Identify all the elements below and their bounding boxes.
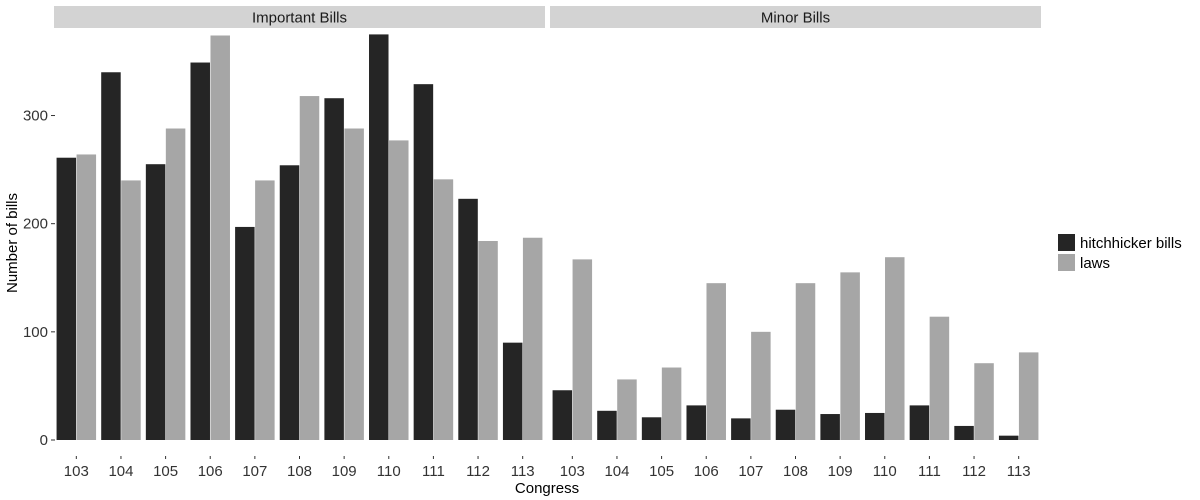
y-tick-label: 200 (23, 216, 48, 233)
x-tick-label: 111 (422, 463, 445, 480)
bar-laws-110 (389, 140, 409, 440)
bar-laws-108 (299, 96, 320, 440)
bar-hitchhicker-bills-105 (145, 164, 166, 440)
x-tick-label: 113 (511, 463, 535, 480)
bar-laws-109 (344, 128, 364, 440)
bar-laws-107 (751, 331, 771, 440)
bar-hitchhicker-bills-107 (235, 226, 255, 440)
bar-hitchhicker-bills-108 (775, 409, 796, 440)
bar-laws-113 (522, 237, 543, 440)
x-tick-label: 112 (466, 463, 490, 480)
legend: hitchhicker bills laws (1058, 234, 1182, 272)
bar-laws-113 (1018, 352, 1039, 440)
panel-0: Important Bills 103 104 105 106 107 108 109 110 1… (54, 6, 545, 480)
x-tick-label: 109 (332, 463, 357, 480)
bar-laws-103 (76, 154, 97, 440)
y-tick-label: 100 (23, 324, 48, 341)
bar-laws-105 (661, 367, 682, 440)
x-tick-label: 105 (153, 463, 178, 480)
x-tick-label: 110 (873, 463, 897, 480)
bar-hitchhicker-bills-112 (458, 198, 478, 440)
x-tick-label: 103 (560, 463, 585, 480)
bar-hitchhicker-bills-103 (552, 390, 573, 440)
bar-hitchhicker-bills-108 (279, 165, 300, 440)
bar-hitchhicker-bills-109 (820, 414, 840, 440)
x-tick-label: 110 (377, 463, 401, 480)
bar-hitchhicker-bills-110 (865, 412, 885, 440)
x-tick-label: 103 (64, 463, 89, 480)
bar-hitchhicker-bills-109 (324, 98, 344, 440)
bar-laws-110 (885, 257, 905, 440)
facet-strip (54, 6, 545, 28)
bar-laws-109 (840, 272, 860, 440)
legend-label: laws (1080, 255, 1110, 272)
y-axis: 0 100 200 300 (23, 108, 55, 449)
bar-laws-111 (433, 179, 454, 440)
x-tick-label: 112 (962, 463, 986, 480)
bar-laws-104 (121, 180, 141, 441)
bar-hitchhicker-bills-104 (597, 410, 617, 440)
x-tick-label: 105 (649, 463, 674, 480)
bar-hitchhicker-bills-113 (998, 435, 1019, 440)
bar-laws-105 (165, 128, 186, 440)
x-tick-label: 107 (242, 463, 267, 480)
legend-key-laws (1058, 254, 1075, 271)
x-tick-label: 108 (783, 463, 808, 480)
x-tick-label: 111 (918, 463, 941, 480)
panels: Important Bills 103 104 105 106 107 108 109 110 1… (54, 6, 1041, 480)
x-tick-label: 107 (738, 463, 763, 480)
y-tick-label: 0 (40, 432, 48, 449)
x-tick-label: 108 (287, 463, 312, 480)
bar-laws-103 (572, 259, 593, 440)
bar-laws-107 (255, 180, 275, 441)
bar-hitchhicker-bills-107 (731, 418, 751, 440)
facet-strip (550, 6, 1041, 28)
bar-hitchhicker-bills-106 (190, 62, 210, 440)
bar-laws-112 (974, 363, 994, 440)
facet-strip-label: Minor Bills (761, 10, 830, 27)
bar-laws-112 (478, 240, 498, 440)
bar-hitchhicker-bills-113 (502, 342, 523, 440)
x-axis-title: Congress (515, 480, 579, 497)
bar-hitchhicker-bills-106 (686, 405, 706, 440)
y-axis-title: Number of bills (4, 193, 21, 293)
panel-1: Minor Bills 103 104 105 106 107 108 109 110 111 11… (550, 6, 1041, 480)
legend-label: hitchhicker bills (1080, 235, 1182, 252)
bar-hitchhicker-bills-111 (413, 84, 434, 440)
bar-hitchhicker-bills-104 (101, 72, 121, 440)
bar-hitchhicker-bills-111 (909, 405, 930, 440)
facet-strip-label: Important Bills (252, 10, 347, 27)
bar-laws-108 (795, 283, 816, 440)
x-tick-label: 113 (1007, 463, 1031, 480)
x-tick-label: 109 (828, 463, 853, 480)
bar-laws-111 (929, 316, 950, 440)
y-tick-label: 300 (23, 108, 48, 125)
x-tick-label: 104 (108, 463, 133, 480)
bar-laws-104 (617, 379, 637, 440)
legend-key-hitchhicker-bills (1058, 234, 1075, 251)
bar-hitchhicker-bills-103 (56, 157, 77, 440)
x-tick-label: 104 (604, 463, 629, 480)
bar-hitchhicker-bills-112 (954, 425, 974, 440)
bar-hitchhicker-bills-105 (641, 417, 662, 440)
bar-laws-106 (706, 283, 726, 440)
bar-hitchhicker-bills-110 (369, 34, 389, 440)
x-tick-label: 106 (198, 463, 223, 480)
x-tick-label: 106 (694, 463, 719, 480)
bar-laws-106 (210, 35, 230, 441)
